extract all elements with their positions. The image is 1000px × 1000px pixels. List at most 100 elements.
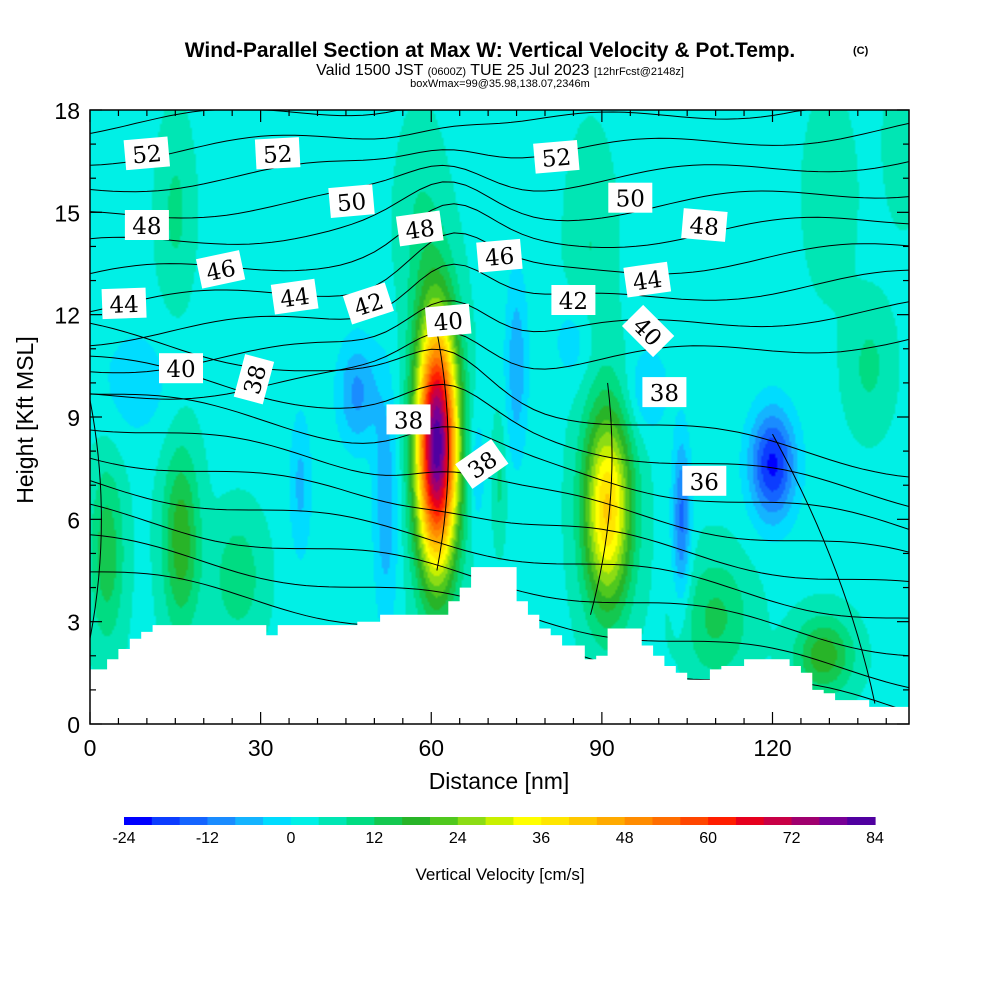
- x-tick-label: 30: [248, 735, 274, 761]
- contour-label-box: [254, 137, 301, 170]
- contour-label-box: [621, 304, 675, 358]
- colorbar-swatch: [541, 817, 570, 825]
- colorbar-tick-label: -24: [112, 830, 135, 847]
- x-tick-label: 60: [418, 735, 444, 761]
- colorbar-swatch: [207, 817, 236, 825]
- contour-label: 40: [159, 353, 203, 384]
- x-tick-label: 90: [589, 735, 615, 761]
- chart-subtitle: Valid 1500 JST (0600Z) TUE 25 Jul 2023 […: [316, 62, 684, 79]
- theta-contour: [590, 382, 613, 615]
- contour-label-text: 46: [204, 256, 238, 288]
- subtitle-date: TUE 25 Jul 2023: [466, 62, 594, 79]
- contour-label-box: [101, 287, 147, 320]
- contour-label-box: [681, 208, 728, 242]
- theta-contour: [90, 457, 909, 582]
- colorbar-swatch: [680, 817, 709, 825]
- y-tick-label: 9: [67, 405, 80, 431]
- colorbar-title: Vertical Velocity [cm/s]: [415, 865, 584, 884]
- subtitle-forecast: [12hrFcst@2148z]: [594, 66, 684, 78]
- theta-contour: [90, 355, 909, 507]
- contour-label-text: 46: [484, 243, 515, 271]
- contour-label: 38: [642, 377, 687, 408]
- contour-label: 50: [328, 184, 375, 218]
- contour-label-box: [623, 261, 672, 298]
- theta-contour: [90, 322, 909, 478]
- contour-label-text: 38: [394, 408, 423, 434]
- y-tick-label: 3: [67, 610, 80, 636]
- contour-label-box: [342, 282, 394, 325]
- contour-label: 44: [101, 287, 147, 320]
- colorbar-swatch: [819, 817, 848, 825]
- contour-label-text: 48: [688, 213, 719, 241]
- colorbar-tick-label: 60: [699, 830, 717, 847]
- contour-label-box: [424, 303, 472, 338]
- contour-label-box: [233, 354, 275, 405]
- colorbar-swatch: [791, 817, 820, 825]
- contour-label: 52: [123, 136, 171, 171]
- contour-label-box: [386, 404, 431, 435]
- potential-temperature-contours: [90, 110, 909, 713]
- colorbar-swatch: [485, 817, 514, 825]
- colorbar-swatch: [596, 817, 626, 825]
- theta-contour: [90, 480, 909, 619]
- theta-contour: [90, 300, 909, 374]
- contour-label-text: 36: [690, 470, 719, 496]
- y-tick-label: 6: [67, 507, 80, 533]
- theta-contour: [90, 330, 909, 400]
- theta-contour: [90, 263, 909, 347]
- colorbar-tick-label: 36: [532, 830, 550, 847]
- colorbar-tick-label: 72: [783, 830, 801, 847]
- contour-label: 48: [681, 208, 728, 242]
- contour-label-box: [195, 250, 246, 289]
- y-axis-title: Height [Kft MSL]: [12, 336, 38, 503]
- contour-label-box: [682, 465, 727, 496]
- contour-label: 46: [476, 238, 523, 273]
- colorbar-swatch: [402, 817, 431, 825]
- contour-label-box: [124, 210, 169, 240]
- contour-label-text: 44: [109, 292, 139, 319]
- contour-label-text: 50: [336, 189, 367, 217]
- contour-label: 48: [124, 210, 169, 240]
- contour-label-box: [159, 353, 203, 384]
- y-tick-label: 0: [67, 712, 80, 738]
- contour-label: 44: [623, 261, 672, 298]
- contour-label-box: [551, 285, 596, 315]
- contour-label-text: 48: [404, 215, 437, 245]
- chart-title: Wind-Parallel Section at Max W: Vertical…: [185, 39, 796, 62]
- contour-label-text: 44: [279, 284, 312, 314]
- contour-label-box: [395, 210, 444, 247]
- contour-label-box: [476, 238, 523, 273]
- theta-contour: [90, 122, 909, 193]
- colorbar-swatch: [708, 817, 737, 825]
- contour-label-text: 38: [650, 381, 679, 407]
- y-tick-label: 12: [54, 303, 80, 329]
- contour-label: 50: [608, 182, 653, 213]
- contour-label-text: 44: [631, 267, 664, 297]
- colorbar-tick-label: 48: [616, 830, 634, 847]
- colorbar-swatch: [235, 817, 264, 825]
- contour-label-text: 40: [433, 308, 464, 336]
- contour-label: 42: [342, 282, 394, 325]
- colorbar-tick-label: 84: [866, 830, 884, 847]
- plot-area: [90, 110, 909, 724]
- subtitle-utc: (0600Z): [428, 66, 467, 78]
- colorbar-swatch: [318, 817, 348, 825]
- contour-label-box: [270, 278, 319, 315]
- contour-label: 40: [424, 303, 472, 338]
- contour-label-box: [608, 182, 653, 213]
- x-tick-label: 120: [753, 735, 791, 761]
- colorbar-swatch: [346, 817, 375, 825]
- contour-label-text: 52: [262, 142, 293, 169]
- theta-contour: [772, 433, 876, 704]
- theta-contour: [90, 393, 909, 530]
- y-tick-label: 18: [54, 98, 80, 124]
- contour-label: 38: [233, 354, 275, 405]
- contour-label-text: 50: [616, 187, 645, 213]
- contour-label-box: [455, 439, 509, 489]
- colorbar-tick-labels: -24 -12 0 12 24 36 48 60 72 84: [112, 830, 884, 847]
- y-tick-label: 15: [54, 200, 80, 226]
- colorbar-tick-label: -12: [196, 830, 219, 847]
